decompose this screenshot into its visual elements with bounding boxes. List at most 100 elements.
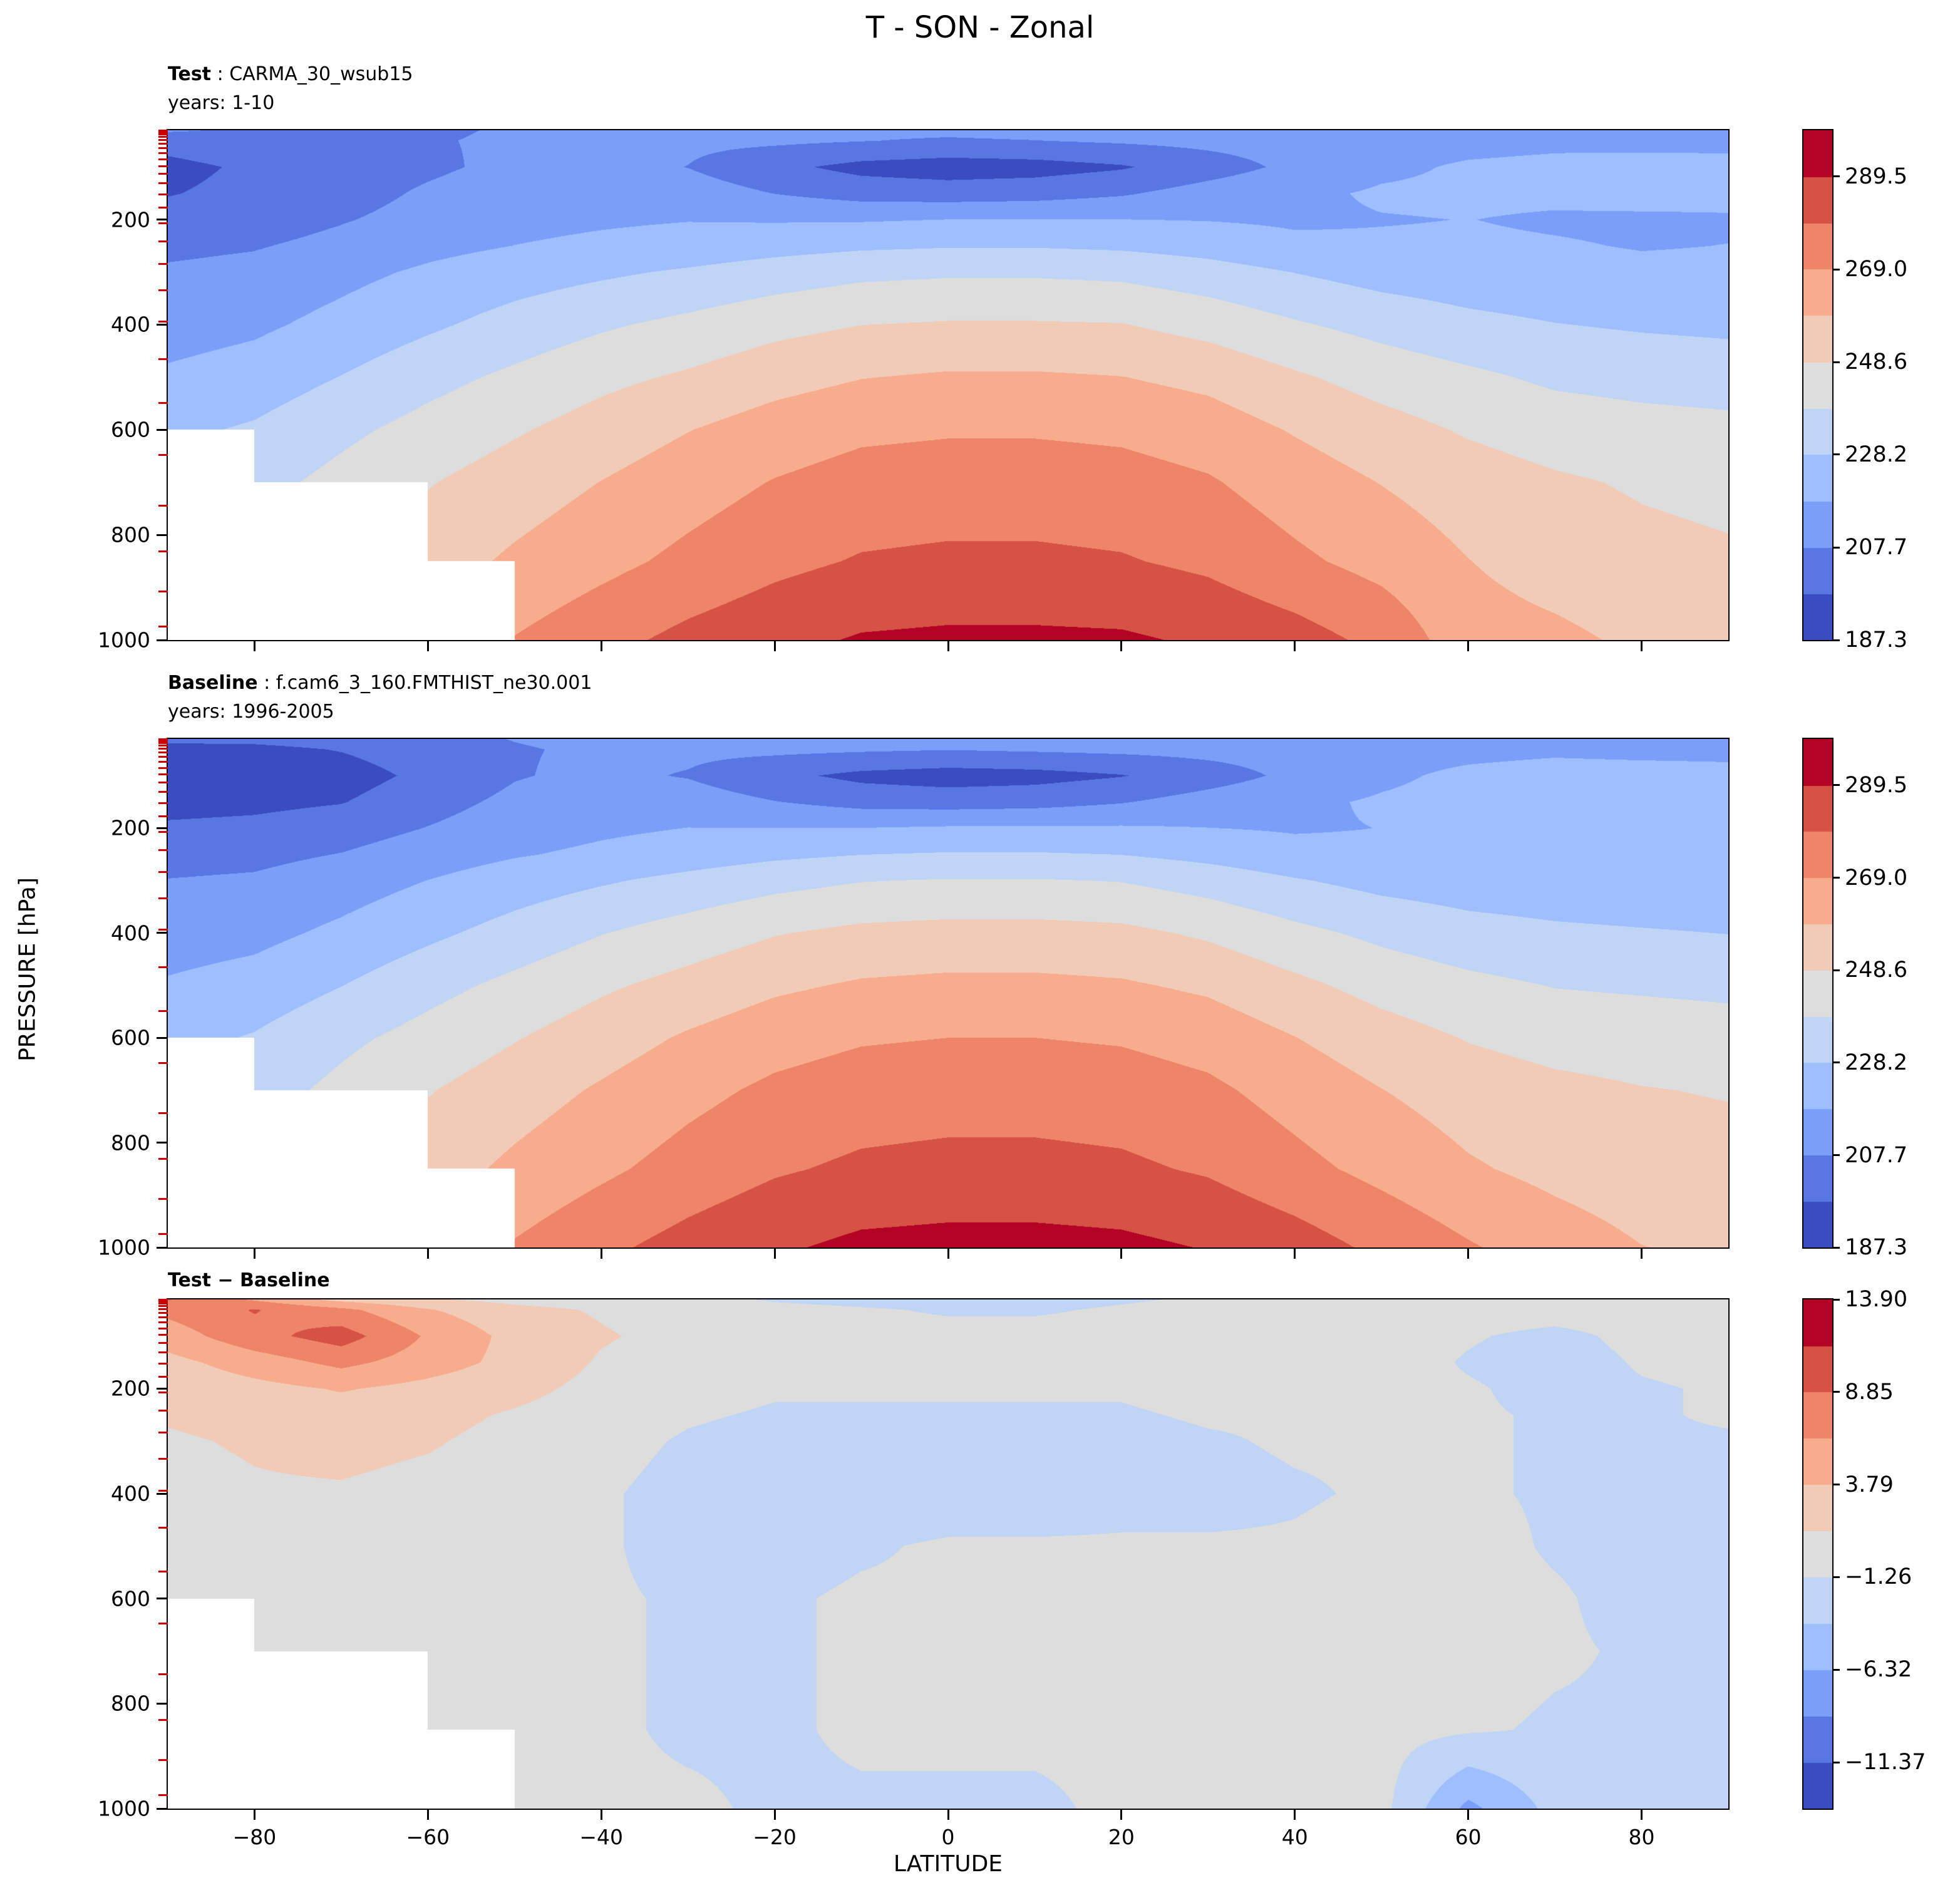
colorbar-tick-label: 3.79 xyxy=(1845,1472,1894,1497)
colorbar-tick xyxy=(1832,1668,1840,1671)
model-level-tick xyxy=(158,1321,168,1324)
colorbar-tick-label: 13.90 xyxy=(1845,1287,1908,1312)
colorbar-tick xyxy=(1832,1761,1840,1763)
model-level-tick xyxy=(158,139,168,142)
model-level-tick xyxy=(158,1571,168,1573)
model-level-tick xyxy=(158,1673,168,1675)
y-tick xyxy=(157,1246,168,1249)
diff-colorbar xyxy=(1802,1298,1834,1810)
model-level-tick xyxy=(158,1375,168,1378)
model-level-tick xyxy=(158,165,168,167)
model-level-tick xyxy=(158,136,168,138)
test-panel-header: Test : CARMA_30_wsub15 years: 1-10 xyxy=(168,60,413,118)
x-tick-label: −20 xyxy=(753,1825,797,1849)
colorbar-tick xyxy=(1832,546,1840,549)
model-level-tick xyxy=(158,133,168,136)
model-level-tick xyxy=(158,262,168,265)
model-level-tick xyxy=(158,222,168,225)
colorbar-tick xyxy=(1832,784,1840,787)
colorbar-tick-label: 248.6 xyxy=(1845,958,1908,983)
model-level-tick xyxy=(158,320,168,323)
model-level-tick xyxy=(158,748,168,750)
model-level-tick xyxy=(158,206,168,209)
baseline-contour-plot xyxy=(167,738,1730,1249)
colorbar-tick xyxy=(1832,1576,1840,1578)
model-level-tick xyxy=(158,152,168,155)
model-level-tick xyxy=(158,767,168,769)
model-level-tick xyxy=(158,1312,168,1314)
model-level-tick xyxy=(158,1303,168,1305)
x-tick xyxy=(947,640,949,651)
colorbar-tick-label: 269.0 xyxy=(1845,257,1908,282)
x-tick xyxy=(253,1247,255,1259)
test-years: years: 1-10 xyxy=(168,92,275,114)
colorbar-tick xyxy=(1832,1154,1840,1157)
model-level-tick xyxy=(158,173,168,175)
y-tick xyxy=(157,428,168,431)
y-tick-label: 600 xyxy=(111,1586,150,1611)
model-level-tick xyxy=(158,1623,168,1625)
model-level-tick xyxy=(158,742,168,745)
colorbar-tick xyxy=(1832,877,1840,879)
y-tick-label: 800 xyxy=(111,1130,150,1155)
model-level-tick xyxy=(158,1009,168,1012)
y-tick-label: 800 xyxy=(111,522,150,547)
x-tick xyxy=(1294,1247,1296,1259)
x-tick xyxy=(773,640,776,651)
colorbar-tick-label: 207.7 xyxy=(1845,535,1908,560)
x-tick xyxy=(1641,1247,1643,1259)
model-level-tick xyxy=(158,625,168,627)
colorbar-tick xyxy=(1832,1484,1840,1486)
colorbar-tick-label: 187.3 xyxy=(1845,1235,1908,1260)
y-tick-label: 200 xyxy=(111,815,150,840)
baseline-years: years: 1996-2005 xyxy=(168,701,334,723)
baseline-run-id: : f.cam6_3_160.FMTHIST_ne30.001 xyxy=(257,672,592,694)
x-tick-label: 60 xyxy=(1455,1825,1482,1849)
y-tick-label: 1000 xyxy=(98,627,150,653)
x-tick xyxy=(426,1809,429,1820)
x-tick-label: 40 xyxy=(1281,1825,1308,1849)
colorbar-tick-label: 289.5 xyxy=(1845,772,1908,798)
model-level-tick xyxy=(158,130,168,132)
y-tick xyxy=(157,323,168,326)
model-level-tick xyxy=(158,1198,168,1200)
model-level-tick xyxy=(158,1432,168,1434)
model-level-tick xyxy=(158,929,168,931)
x-tick-label: −40 xyxy=(579,1825,624,1849)
colorbar-tick-label: 187.3 xyxy=(1845,627,1908,653)
model-level-tick xyxy=(158,1112,168,1115)
y-tick xyxy=(157,1598,168,1600)
baseline-field-canvas xyxy=(168,739,1728,1247)
model-level-tick xyxy=(158,1327,168,1329)
x-tick xyxy=(1120,640,1123,651)
colorbar-tick xyxy=(1832,1391,1840,1393)
model-level-tick xyxy=(158,1489,168,1492)
y-tick-label: 400 xyxy=(111,312,150,337)
model-level-tick xyxy=(158,158,168,160)
model-level-tick xyxy=(158,402,168,405)
y-tick-label: 600 xyxy=(111,1025,150,1050)
model-level-tick xyxy=(158,802,168,804)
model-level-tick xyxy=(158,289,168,291)
x-tick xyxy=(600,640,602,651)
x-tick-label: −60 xyxy=(406,1825,450,1849)
model-level-tick xyxy=(158,1316,168,1318)
test-colorbar xyxy=(1802,129,1834,641)
model-level-tick xyxy=(158,773,168,776)
model-level-tick xyxy=(158,1061,168,1064)
x-tick xyxy=(1641,1809,1643,1820)
y-tick xyxy=(157,1492,168,1495)
y-axis-label: PRESSURE [hPa] xyxy=(14,877,41,1061)
model-level-tick xyxy=(158,454,168,457)
model-level-tick xyxy=(158,897,168,899)
model-level-tick xyxy=(158,1759,168,1762)
diff-panel-header: Test − Baseline xyxy=(168,1266,330,1295)
colorbar-tick-label: 228.2 xyxy=(1845,1050,1908,1075)
y-tick xyxy=(157,932,168,934)
colorbar-tick-label: 269.0 xyxy=(1845,865,1908,891)
model-level-tick xyxy=(158,1158,168,1160)
baseline-label: Baseline xyxy=(168,672,258,694)
model-level-tick xyxy=(158,1351,168,1354)
x-tick xyxy=(947,1247,949,1259)
